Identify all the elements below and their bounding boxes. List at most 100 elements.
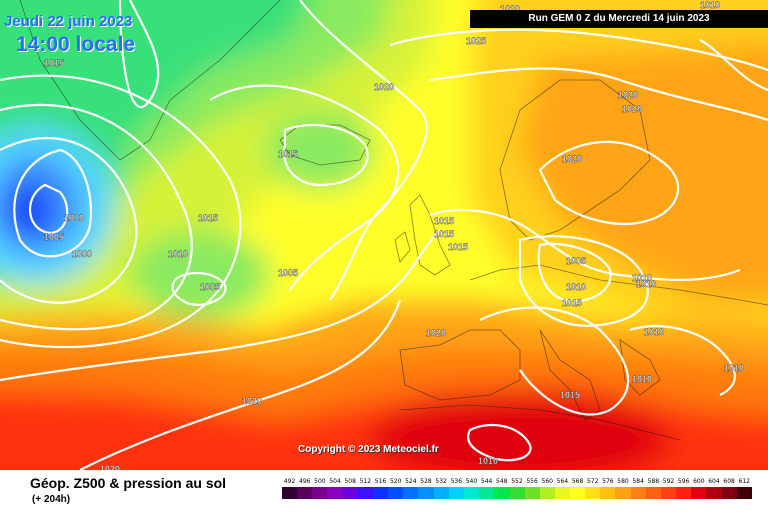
scale-swatch xyxy=(327,487,343,499)
isobar-1000-outer xyxy=(13,148,93,258)
isobar-1010-europe xyxy=(518,235,649,327)
scale-tick-label: 520 xyxy=(389,478,402,485)
scale-swatch xyxy=(418,487,434,499)
isobar-label: 1015 xyxy=(44,58,64,68)
scale-swatch xyxy=(736,487,752,499)
isobar-1005-pocket xyxy=(171,272,227,306)
isobar-label: 1005 xyxy=(200,282,220,292)
scale-tick-label: 556 xyxy=(526,478,538,485)
iberia-coast xyxy=(399,329,521,401)
scale-swatch xyxy=(479,487,495,499)
scale-swatch xyxy=(585,487,601,499)
scale-swatch xyxy=(342,487,358,499)
product-title: Géop. Z500 & pression au sol xyxy=(30,475,227,491)
scale-tick-label: 512 xyxy=(359,478,372,485)
balkans-coast xyxy=(619,339,661,396)
scale-tick-label: 592 xyxy=(662,478,675,485)
scale-tick-label: 580 xyxy=(617,478,629,485)
isobar-1015-europe xyxy=(429,208,741,282)
isobar-label: 1010 xyxy=(168,249,188,259)
scale-tick-label: 588 xyxy=(647,478,660,485)
isobars xyxy=(0,0,768,470)
isobar-1020-south xyxy=(0,229,441,382)
isobar-label: 1000 xyxy=(72,249,92,259)
isobar-1015-mid xyxy=(209,84,400,291)
isobar-1025 xyxy=(389,28,768,72)
scale-tick-label: 536 xyxy=(450,478,463,485)
scale-swatch xyxy=(524,487,540,499)
field-iceland-pocket xyxy=(265,110,375,190)
scale-swatch xyxy=(463,487,480,499)
scale-tick-label: 532 xyxy=(435,478,447,485)
run-info-banner: Run GEM 0 Z du Mercredi 14 juin 2023 xyxy=(470,10,768,28)
scale-swatch xyxy=(660,487,677,499)
scale-swatch xyxy=(448,487,464,499)
scale-swatch xyxy=(509,487,525,499)
scale-tick-label: 576 xyxy=(602,478,614,485)
scale-swatch xyxy=(539,487,555,499)
scale-tick-label: 604 xyxy=(708,478,720,485)
geopotential-map: 1010 1015 1020 1025 1020 1020 1020 1020 … xyxy=(0,0,768,470)
isobar-label: 1010 xyxy=(566,282,586,292)
scale-swatch xyxy=(312,487,328,499)
isobar-1015-nw xyxy=(118,0,160,109)
isobar-label: 1010 xyxy=(478,456,498,466)
continent-north xyxy=(469,264,768,306)
scale-tick-label: 572 xyxy=(586,478,599,485)
isobar-label: 1010 xyxy=(632,374,652,384)
isobar-1020-north xyxy=(429,67,768,122)
scale-tick-label: 516 xyxy=(374,478,387,485)
isobar-label: 1020 xyxy=(374,82,394,92)
isobar-label: 1010 xyxy=(700,0,720,10)
scale-tick-label: 524 xyxy=(405,478,417,485)
scale-tick-label: 596 xyxy=(677,478,690,485)
scale-swatch xyxy=(721,487,737,499)
scale-swatch xyxy=(388,487,404,499)
field-orange-north xyxy=(520,43,768,300)
isobar-1015-iceland xyxy=(282,123,369,187)
isobar-1010-africa xyxy=(467,423,532,462)
scale-tick-label: 508 xyxy=(344,478,356,485)
isobar-label: 1005 xyxy=(566,256,586,266)
isobar-label: 1020 xyxy=(562,154,582,164)
scale-tick-label: 504 xyxy=(329,478,341,485)
color-scale-labels: 492 496 500 504 508 512 516 520 524 528 532 536 540 5… xyxy=(282,478,752,485)
isobar-label: 1020 xyxy=(622,104,642,114)
field-green-pocket xyxy=(130,230,270,320)
isobar-label-layer: 1010 1015 1020 1025 1020 1020 1020 1020 … xyxy=(44,0,744,470)
isobar-1020-sw xyxy=(79,299,402,470)
scale-tick-label: 528 xyxy=(420,478,432,485)
isobar-label: 1015 xyxy=(560,390,580,400)
copyright-notice: Copyright © 2023 Meteociel.fr xyxy=(298,444,439,455)
scale-swatch xyxy=(282,487,298,499)
isobar-1010-ne xyxy=(699,39,768,92)
isobar-label: 1015 xyxy=(434,229,454,239)
scale-tick-label: 496 xyxy=(299,478,311,485)
scale-swatch xyxy=(372,487,389,499)
scale-tick-label: 600 xyxy=(693,478,705,485)
isobar-label: 1025 xyxy=(466,36,486,46)
ireland-coast xyxy=(394,231,411,263)
isobar-label: 1010 xyxy=(644,327,664,337)
color-scale-bar xyxy=(282,487,752,499)
scale-swatch xyxy=(569,487,586,499)
isobar-1010-east xyxy=(629,324,736,396)
isobar-1005-europe xyxy=(537,242,612,303)
isobar-label: 1015 xyxy=(562,298,582,308)
isobar-label: 1010 xyxy=(636,279,656,289)
scale-swatch xyxy=(600,487,616,499)
isobar-label: 1005 xyxy=(44,232,64,242)
north-africa-coast xyxy=(399,404,681,441)
scale-tick-label: 500 xyxy=(314,478,326,485)
isobar-label: 1010 xyxy=(632,273,652,283)
isobar-1015-med xyxy=(479,306,630,416)
isobar-label: 1000 xyxy=(64,213,84,223)
scale-swatch xyxy=(554,487,570,499)
isobar-1020-scandi xyxy=(538,140,680,226)
forecast-time: 14:00 locale xyxy=(16,33,136,56)
scale-swatch xyxy=(676,487,692,499)
scale-swatch xyxy=(403,487,419,499)
color-scale: 492 496 500 504 508 512 516 520 524 528 532 536 540 5… xyxy=(282,478,752,499)
scale-swatch xyxy=(615,487,631,499)
